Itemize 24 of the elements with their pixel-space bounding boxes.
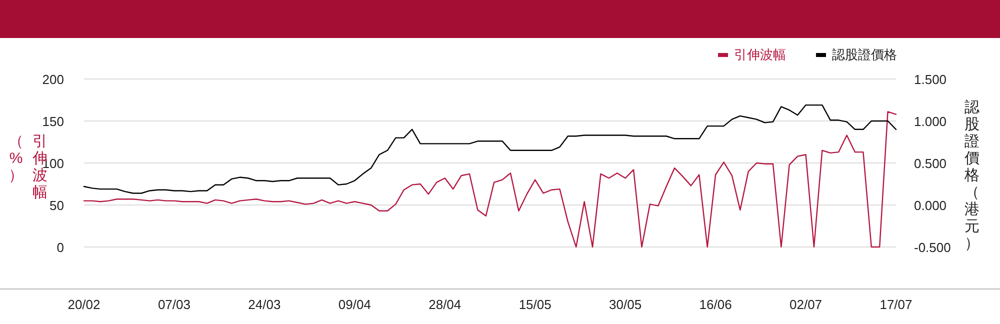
y2-axis-title: 認股證價格（港元） <box>964 99 980 252</box>
y2-tick-label: -0.500 <box>914 240 951 255</box>
x-tick-label: 28/04 <box>428 297 462 312</box>
legend-label: 引伸波幅 <box>734 47 786 62</box>
x-tick-label: 17/07 <box>880 297 912 312</box>
y2-tick-label: 1.000 <box>914 114 947 129</box>
y-tick-label: 0 <box>56 240 64 255</box>
line-series <box>83 104 897 194</box>
x-tick-label: 20/02 <box>68 297 100 312</box>
y-tick-label: 200 <box>42 72 64 87</box>
legend-label: 認股證價格 <box>832 47 897 62</box>
y-tick-label: 50 <box>50 198 64 213</box>
x-tick-label: 02/07 <box>790 297 822 312</box>
x-tick-label: 15/05 <box>518 297 552 312</box>
x-tick-label: 07/03 <box>158 297 190 312</box>
x-tick-label: 09/04 <box>338 297 371 312</box>
x-tick-label: 24/03 <box>248 297 281 312</box>
x-tick-label: 30/05 <box>609 297 642 312</box>
y2-tick-label: 0.000 <box>914 198 947 213</box>
y2-tick-label: 0.500 <box>914 156 947 171</box>
x-tick-label: 16/06 <box>699 297 732 312</box>
line-series <box>83 111 897 248</box>
y-tick-label: 150 <box>42 114 64 129</box>
y2-tick-label: 1.500 <box>914 72 947 87</box>
